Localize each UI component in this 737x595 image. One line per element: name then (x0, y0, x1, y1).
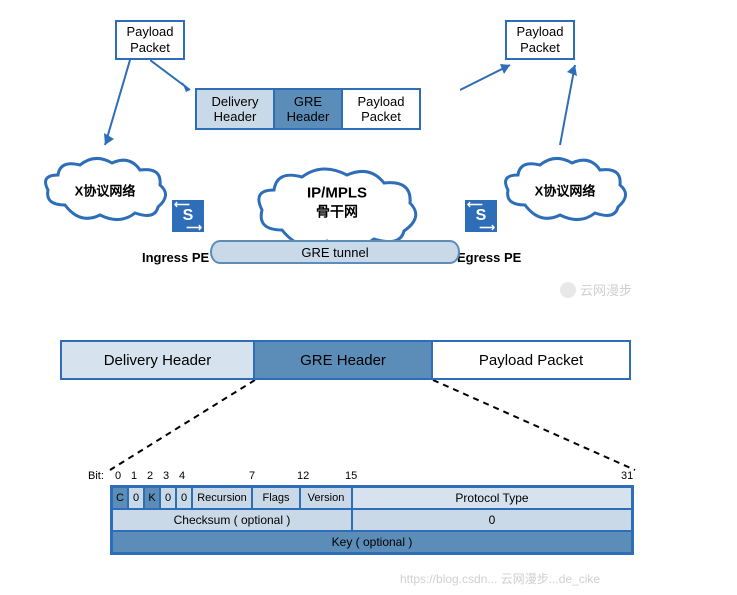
bit-label-4: 4 (179, 470, 185, 482)
arrow-from-right-cloud-icon (555, 60, 595, 160)
payload-left-text: Payload Packet (127, 24, 174, 55)
cloud-center-line1: IP/MPLS (252, 184, 422, 201)
egress-pe-label: Egress PE (457, 250, 521, 265)
bit-label-1: 1 (131, 470, 137, 482)
payload-packet-right: Payload Packet (505, 20, 575, 60)
gre-tunnel: GRE tunnel (210, 240, 460, 264)
header-row: Delivery Header GRE Header Payload Packe… (60, 340, 631, 380)
header-payload: Payload Packet (431, 340, 631, 380)
cloud-right-text: X协议网络 (500, 181, 630, 200)
expansion-lines-icon (60, 380, 640, 475)
gre-tunnel-text: GRE tunnel (301, 245, 368, 260)
encap-row: Delivery Header GRE Header Payload Packe… (195, 88, 421, 130)
field-zero2: 0 (160, 487, 176, 509)
header-gre-text: GRE Header (300, 352, 386, 369)
field-checksum: Checksum ( optional ) (112, 509, 352, 531)
ingress-pe-label: Ingress PE (142, 250, 209, 265)
field-version: Version (300, 487, 352, 509)
cloud-left: X协议网络 (40, 155, 170, 225)
wechat-icon (560, 282, 576, 298)
encap-payload-text: Payload Packet (358, 94, 405, 124)
payload-right-text: Payload Packet (517, 24, 564, 55)
field-zero3: 0 (176, 487, 192, 509)
bit-label-2: 2 (147, 470, 153, 482)
watermark-top: 云网漫步 (560, 280, 632, 299)
cloud-center-line2: 骨干网 (252, 201, 422, 221)
field-c: C (112, 487, 128, 509)
encap-gre: GRE Header (273, 88, 343, 130)
ingress-router: ⟵ S ⟶ (172, 200, 204, 232)
cloud-right: X协议网络 (500, 155, 630, 225)
encap-payload: Payload Packet (341, 88, 421, 130)
payload-packet-left: Payload Packet (115, 20, 185, 60)
bit-label-15: 15 (345, 470, 357, 482)
gre-row1: C 0 K 0 0 Recursion Flags Version Protoc… (112, 487, 632, 509)
arrow-to-left-cloud-icon (100, 60, 140, 160)
field-protocol: Protocol Type (352, 487, 632, 509)
gre-row3: Key ( optional ) (112, 531, 632, 553)
bit-label-12: 12 (297, 470, 309, 482)
header-delivery-text: Delivery Header (104, 352, 212, 369)
bit-label-0: 0 (115, 470, 121, 482)
cloud-center-text: IP/MPLS 骨干网 (252, 184, 422, 221)
encap-delivery: Delivery Header (195, 88, 275, 130)
field-zero1: 0 (128, 487, 144, 509)
header-payload-text: Payload Packet (479, 352, 583, 369)
encap-delivery-text: Delivery Header (212, 94, 259, 124)
watermark-top-text: 云网漫步 (580, 280, 632, 299)
bit-label-31: 31 (621, 470, 633, 482)
header-gre: GRE Header (253, 340, 433, 380)
field-key: Key ( optional ) (112, 531, 632, 553)
cloud-left-text: X协议网络 (40, 181, 170, 200)
field-reserved-zero: 0 (352, 509, 632, 531)
watermark-bottom: https://blog.csdn... 云网漫步...de_cike (400, 570, 600, 587)
gre-detail: C 0 K 0 0 Recursion Flags Version Protoc… (110, 485, 634, 555)
field-k: K (144, 487, 160, 509)
bit-prefix: Bit: (88, 470, 104, 482)
gre-row2: Checksum ( optional ) 0 (112, 509, 632, 531)
field-flags: Flags (252, 487, 300, 509)
encap-gre-text: GRE Header (287, 94, 330, 124)
arrow-right-up-icon (460, 60, 520, 100)
bit-label-7: 7 (249, 470, 255, 482)
header-delivery: Delivery Header (60, 340, 255, 380)
field-recursion: Recursion (192, 487, 252, 509)
egress-router: ⟵ S ⟶ (465, 200, 497, 232)
bit-label-3: 3 (163, 470, 169, 482)
